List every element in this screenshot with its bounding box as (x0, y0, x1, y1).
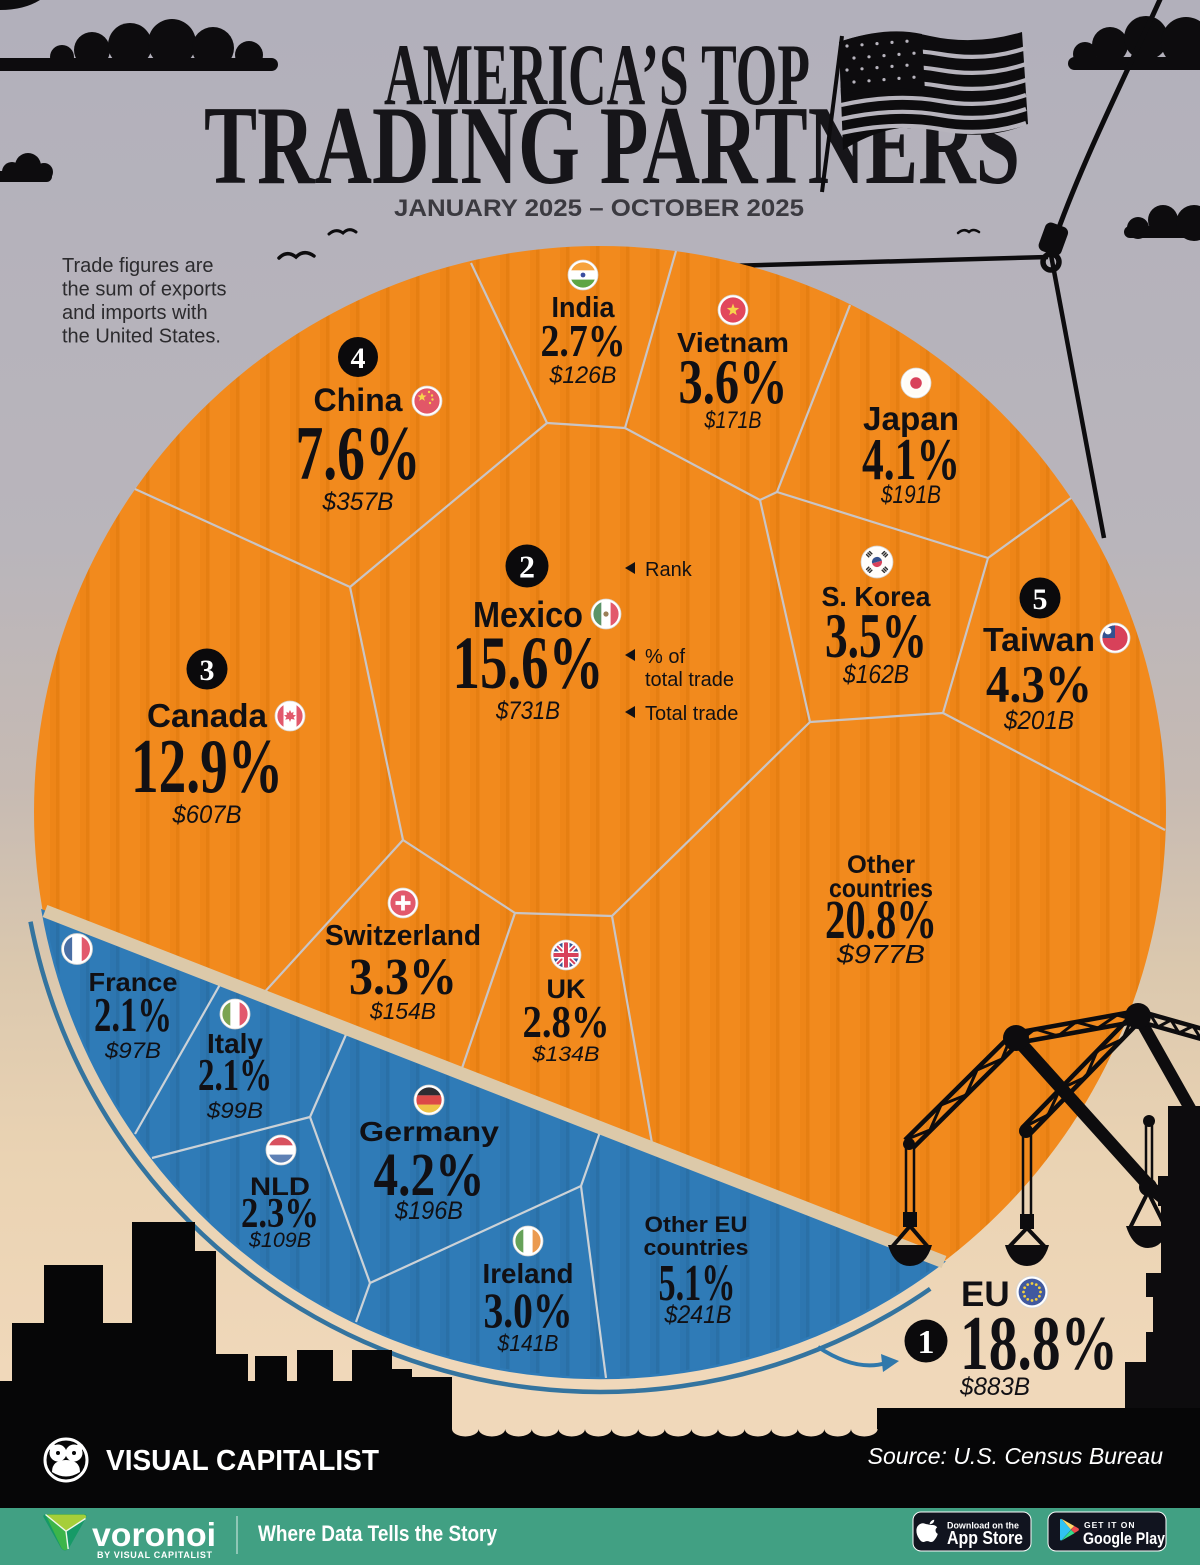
svg-text:$607B: $607B (172, 801, 242, 829)
svg-text:4: 4 (351, 342, 366, 375)
svg-text:Source: U.S. Census Bureau: Source: U.S. Census Bureau (868, 1443, 1164, 1469)
svg-text:Germany: Germany (359, 1116, 499, 1147)
svg-text:18.8%: 18.8% (960, 1300, 1118, 1386)
svg-text:$977B: $977B (836, 939, 925, 969)
svg-text:Italy: Italy (207, 1028, 263, 1059)
svg-text:the United States.: the United States. (62, 326, 221, 348)
svg-text:3.3%: 3.3% (349, 949, 457, 1006)
svg-text:Switzerland: Switzerland (325, 920, 481, 952)
svg-text:$97B: $97B (104, 1038, 161, 1063)
svg-text:4.2%: 4.2% (374, 1142, 485, 1209)
svg-text:GET IT ON: GET IT ON (1084, 1520, 1136, 1530)
svg-text:$162B: $162B (842, 659, 909, 689)
svg-text:$731B: $731B (495, 697, 560, 725)
svg-text:NLD: NLD (250, 1173, 310, 1201)
svg-text:$99B: $99B (206, 1098, 263, 1123)
svg-text:2.1%: 2.1% (94, 987, 172, 1042)
svg-text:and imports with: and imports with (62, 302, 208, 324)
svg-text:3: 3 (200, 654, 215, 687)
svg-text:France: France (89, 967, 178, 997)
svg-text:$171B: $171B (704, 407, 762, 434)
svg-text:7.6%: 7.6% (296, 410, 421, 496)
svg-text:2: 2 (519, 549, 535, 585)
svg-text:$201B: $201B (1003, 705, 1074, 735)
svg-text:Google Play: Google Play (1083, 1529, 1165, 1548)
svg-text:4.1%: 4.1% (862, 426, 960, 492)
svg-text:12.9%: 12.9% (131, 723, 283, 809)
svg-text:JANUARY 2025 – OCTOBER 2025: JANUARY 2025 – OCTOBER 2025 (394, 195, 804, 222)
svg-text:$109B: $109B (248, 1229, 311, 1252)
svg-text:Mexico: Mexico (473, 594, 583, 635)
svg-text:UK: UK (547, 974, 586, 1004)
svg-text:voronoi: voronoi (92, 1516, 216, 1553)
svg-text:Ireland: Ireland (483, 1258, 574, 1289)
svg-text:BY VISUAL CAPITALIST: BY VISUAL CAPITALIST (97, 1550, 213, 1560)
svg-text:5: 5 (1033, 583, 1048, 616)
svg-text:total trade: total trade (645, 669, 734, 691)
svg-text:15.6%: 15.6% (453, 622, 604, 705)
svg-text:2.1%: 2.1% (198, 1050, 272, 1100)
svg-text:Canada: Canada (147, 697, 268, 734)
svg-text:4.3%: 4.3% (986, 656, 1092, 714)
svg-text:2.8%: 2.8% (523, 996, 610, 1047)
svg-text:1: 1 (918, 1324, 935, 1361)
svg-text:% of: % of (645, 646, 685, 668)
svg-text:countries: countries (829, 873, 933, 903)
svg-text:$196B: $196B (394, 1197, 463, 1225)
svg-text:Japan: Japan (863, 400, 959, 437)
svg-text:$141B: $141B (497, 1330, 559, 1356)
svg-text:S. Korea: S. Korea (822, 581, 931, 612)
svg-text:Other: Other (847, 851, 915, 879)
svg-text:$241B: $241B (664, 1301, 732, 1329)
svg-text:$154B: $154B (369, 998, 436, 1024)
svg-text:Where Data Tells the Story: Where Data Tells the Story (258, 1521, 498, 1546)
svg-text:$357B: $357B (322, 488, 394, 516)
svg-text:$134B: $134B (531, 1043, 599, 1066)
svg-text:VISUAL CAPITALIST: VISUAL CAPITALIST (106, 1445, 379, 1477)
svg-text:Total trade: Total trade (645, 703, 738, 725)
svg-text:Trade figures are: Trade figures are (62, 255, 214, 277)
svg-text:the sum of exports: the sum of exports (62, 279, 227, 301)
svg-text:5.1%: 5.1% (659, 1255, 736, 1312)
svg-text:China: China (314, 382, 403, 418)
svg-text:AMERICA’S TOP: AMERICA’S TOP (384, 27, 810, 124)
svg-text:2.3%: 2.3% (241, 1191, 319, 1237)
svg-text:3.0%: 3.0% (484, 1282, 573, 1338)
svg-text:$191B: $191B (880, 481, 941, 509)
svg-text:Vietnam: Vietnam (677, 327, 789, 358)
svg-text:India: India (552, 292, 616, 324)
svg-text:EU: EU (961, 1275, 1010, 1314)
svg-text:Rank: Rank (645, 559, 693, 581)
svg-text:$883B: $883B (959, 1373, 1030, 1401)
svg-text:countries: countries (644, 1235, 749, 1260)
svg-text:2.7%: 2.7% (541, 315, 626, 366)
svg-text:App Store: App Store (947, 1528, 1023, 1548)
svg-text:Taiwan: Taiwan (983, 621, 1095, 658)
svg-text:Download on the: Download on the (947, 1521, 1019, 1532)
svg-text:3.5%: 3.5% (825, 601, 927, 671)
svg-text:$126B: $126B (549, 362, 617, 389)
svg-text:20.8%: 20.8% (825, 889, 937, 950)
svg-text:Other EU: Other EU (645, 1212, 748, 1237)
svg-text:3.6%: 3.6% (679, 347, 788, 417)
